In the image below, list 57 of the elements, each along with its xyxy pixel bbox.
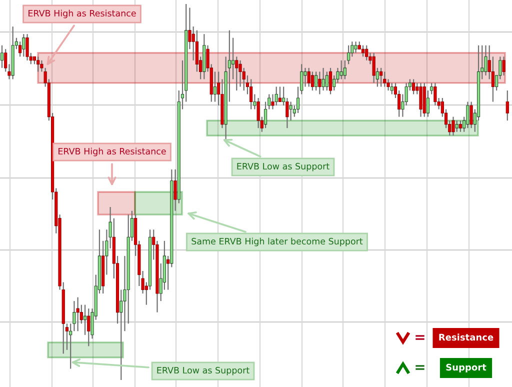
candlestick <box>484 44 488 76</box>
candlestick <box>506 90 509 122</box>
candlestick <box>452 116 455 136</box>
candlestick <box>502 56 506 76</box>
candlestick <box>314 71 318 92</box>
candlestick <box>383 71 386 88</box>
candlestick <box>174 168 177 212</box>
annotation: = <box>416 365 424 370</box>
annotation: = <box>416 335 424 340</box>
candlestick <box>458 120 462 132</box>
candlestick <box>380 67 383 88</box>
candlestick <box>361 44 365 58</box>
candlestick <box>419 82 422 118</box>
candlestick <box>36 56 40 72</box>
candlestick <box>307 67 310 88</box>
candlestick <box>340 60 343 80</box>
candlestick <box>274 86 278 106</box>
annotation: ERVB High as Resistance <box>58 148 166 156</box>
candlestick <box>455 120 458 132</box>
annotation: ERVB Low as Support <box>237 162 330 172</box>
candlestick <box>256 97 260 129</box>
candlestick <box>318 71 322 95</box>
annotation: Same ERVB High later become Support <box>192 238 363 246</box>
candlestick <box>250 78 253 110</box>
candlestick <box>466 101 470 129</box>
candlestick <box>434 82 437 106</box>
candlestick <box>328 67 332 95</box>
candlestick <box>238 60 242 88</box>
candlestick <box>325 71 328 92</box>
candlestick <box>26 34 29 61</box>
candlestick <box>22 34 26 58</box>
candlestick <box>365 44 368 61</box>
annotation: Support <box>446 364 486 372</box>
candlestick <box>372 52 376 84</box>
candlestick <box>354 41 358 54</box>
annotation: ERVB High as Resistance <box>28 10 136 18</box>
annotation: ERVB Low as Support <box>157 366 250 376</box>
candlestick <box>76 296 80 332</box>
candlestick <box>289 101 292 122</box>
candlestick <box>426 90 430 118</box>
candlestick <box>304 67 307 88</box>
candlestick <box>390 82 394 95</box>
candlestick <box>213 71 217 102</box>
candlestick <box>83 304 87 336</box>
candlestick <box>322 67 325 92</box>
candlestick <box>470 101 473 129</box>
candlestick <box>87 308 90 347</box>
candlestick <box>231 37 235 80</box>
candlestick <box>412 78 416 95</box>
candlestick <box>310 71 314 92</box>
candlestick <box>343 60 346 80</box>
candlestick <box>166 255 170 290</box>
candlestick <box>0 44 4 68</box>
candlestick <box>278 86 282 102</box>
annotation: Resistance <box>439 334 494 341</box>
candlestick <box>347 44 350 65</box>
candlestick <box>40 60 44 72</box>
